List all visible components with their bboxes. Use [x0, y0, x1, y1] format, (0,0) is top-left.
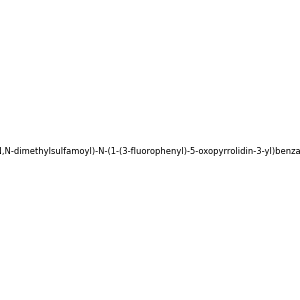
- Text: 4-(N,N-dimethylsulfamoyl)-N-(1-(3-fluorophenyl)-5-oxopyrrolidin-3-yl)benzamide: 4-(N,N-dimethylsulfamoyl)-N-(1-(3-fluoro…: [0, 147, 300, 156]
